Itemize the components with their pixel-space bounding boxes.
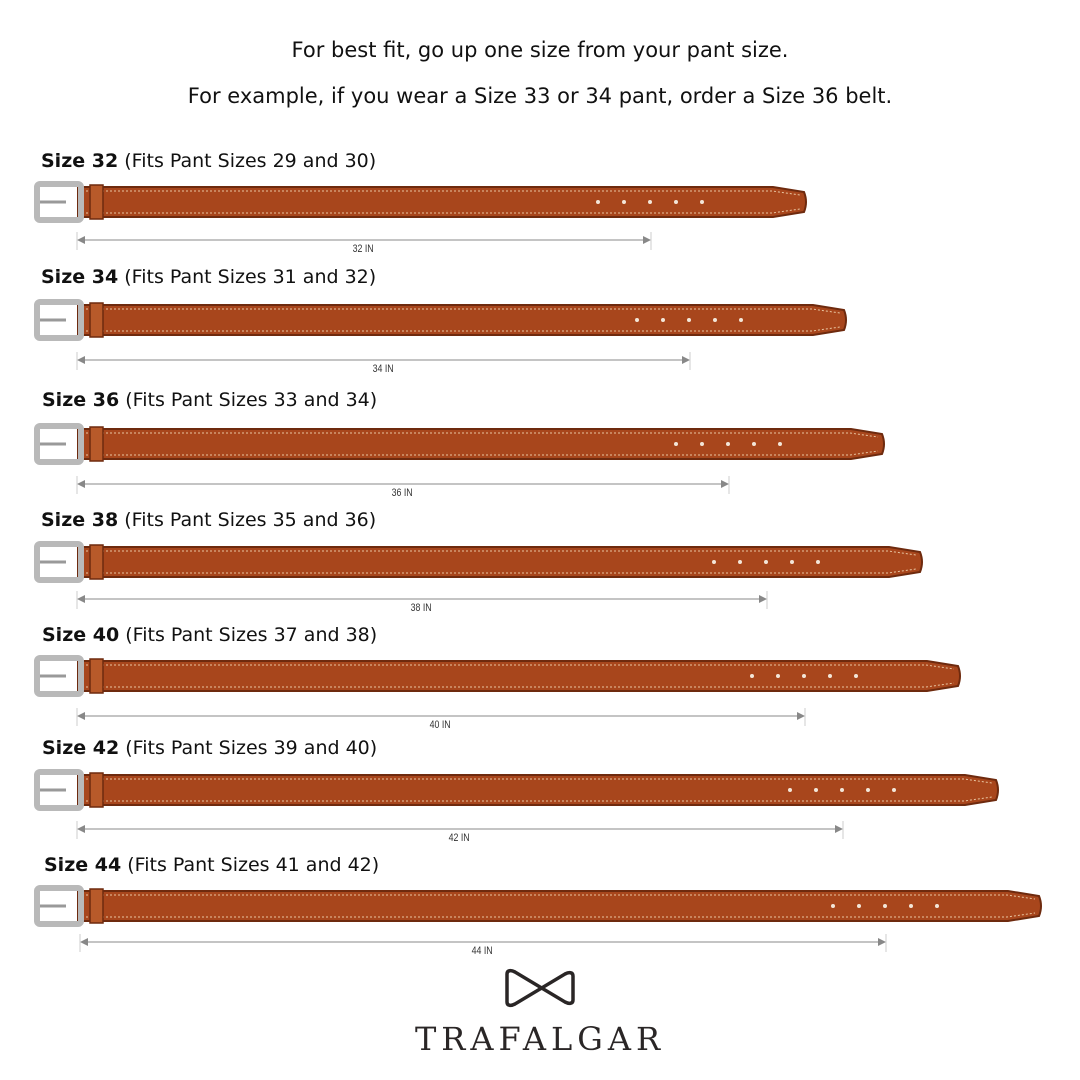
belt-hole <box>700 200 704 204</box>
belt-hole <box>738 560 742 564</box>
belt-hole <box>866 788 870 792</box>
belt-hole <box>739 318 743 322</box>
belt-strap <box>77 660 961 692</box>
fits-text: (Fits Pant Sizes 29 and 30) <box>124 150 377 172</box>
measure-label: 38 IN <box>410 602 432 614</box>
size-label: Size 40 (Fits Pant Sizes 37 and 38) <box>42 624 377 646</box>
fits-text: (Fits Pant Sizes 33 and 34) <box>125 389 378 411</box>
intro-line-2: For example, if you wear a Size 33 or 34… <box>187 84 893 108</box>
size-name: Size 40 <box>42 624 120 646</box>
size-label: Size 32 (Fits Pant Sizes 29 and 30) <box>41 150 376 172</box>
buckle-icon <box>34 885 84 927</box>
size-label: Size 34 (Fits Pant Sizes 31 and 32) <box>41 266 376 288</box>
belt-hole <box>752 442 756 446</box>
belt-hole <box>828 674 832 678</box>
belt-hole <box>909 904 913 908</box>
belt-keeper <box>89 772 104 808</box>
measure-label: 40 IN <box>429 719 451 731</box>
fits-text: (Fits Pant Sizes 41 and 42) <box>127 854 380 876</box>
belt-hole <box>635 318 639 322</box>
belt-keeper <box>89 888 104 924</box>
measure-label: 44 IN <box>471 945 493 957</box>
buckle-icon <box>34 299 84 341</box>
belt-hole <box>776 674 780 678</box>
belt-hole <box>883 904 887 908</box>
belt-strap <box>77 428 885 460</box>
belt-hole <box>857 904 861 908</box>
size-name: Size 32 <box>41 150 119 172</box>
bow-tie-icon <box>0 968 1080 1012</box>
brand-name: TRAFALGAR <box>414 1020 666 1058</box>
size-name: Size 36 <box>42 389 120 411</box>
belt-hole <box>750 674 754 678</box>
measure-label: 42 IN <box>448 832 470 844</box>
belt-keeper <box>89 302 104 338</box>
belt-keeper <box>89 184 104 220</box>
size-name: Size 44 <box>44 854 122 876</box>
size-name: Size 38 <box>41 509 119 531</box>
belt-hole <box>802 674 806 678</box>
belt-strap <box>77 304 847 336</box>
fits-text: (Fits Pant Sizes 31 and 32) <box>124 266 377 288</box>
belt-hole <box>622 200 626 204</box>
belt-hole <box>713 318 717 322</box>
size-name: Size 34 <box>41 266 119 288</box>
buckle-icon <box>34 423 84 465</box>
belt-strap <box>77 774 999 806</box>
size-name: Size 42 <box>42 737 120 759</box>
belt-hole <box>687 318 691 322</box>
belt-hole <box>648 200 652 204</box>
belt-strap <box>77 186 807 218</box>
belt-hole <box>840 788 844 792</box>
belt-hole <box>712 560 716 564</box>
measure-label: 32 IN <box>352 243 374 255</box>
size-label: Size 38 (Fits Pant Sizes 35 and 36) <box>41 509 376 531</box>
belt-hole <box>892 788 896 792</box>
belt-hole <box>790 560 794 564</box>
fits-text: (Fits Pant Sizes 35 and 36) <box>124 509 377 531</box>
belt-hole <box>764 560 768 564</box>
size-label: Size 36 (Fits Pant Sizes 33 and 34) <box>42 389 377 411</box>
belt-hole <box>661 318 665 322</box>
fits-text: (Fits Pant Sizes 39 and 40) <box>125 737 378 759</box>
belt-hole <box>596 200 600 204</box>
belt-hole <box>674 200 678 204</box>
belt-hole <box>816 560 820 564</box>
fits-text: (Fits Pant Sizes 37 and 38) <box>125 624 378 646</box>
belt-hole <box>674 442 678 446</box>
belt-hole <box>726 442 730 446</box>
intro-line-1: For best fit, go up one size from your p… <box>291 38 789 62</box>
measure-label: 34 IN <box>372 363 394 375</box>
belt-strap <box>77 546 923 578</box>
buckle-icon <box>34 541 84 583</box>
belt-hole <box>814 788 818 792</box>
belt-strap <box>77 890 1042 922</box>
size-label: Size 44 (Fits Pant Sizes 41 and 42) <box>44 854 379 876</box>
belt-hole <box>935 904 939 908</box>
buckle-icon <box>34 181 84 223</box>
buckle-icon <box>34 769 84 811</box>
buckle-icon <box>34 655 84 697</box>
belt-keeper <box>89 426 104 462</box>
belt-hole <box>778 442 782 446</box>
belt-hole <box>831 904 835 908</box>
belt-hole <box>700 442 704 446</box>
belt-keeper <box>89 544 104 580</box>
belt-hole <box>854 674 858 678</box>
belt-keeper <box>89 658 104 694</box>
size-label: Size 42 (Fits Pant Sizes 39 and 40) <box>42 737 377 759</box>
belt-hole <box>788 788 792 792</box>
measure-label: 36 IN <box>391 487 413 499</box>
